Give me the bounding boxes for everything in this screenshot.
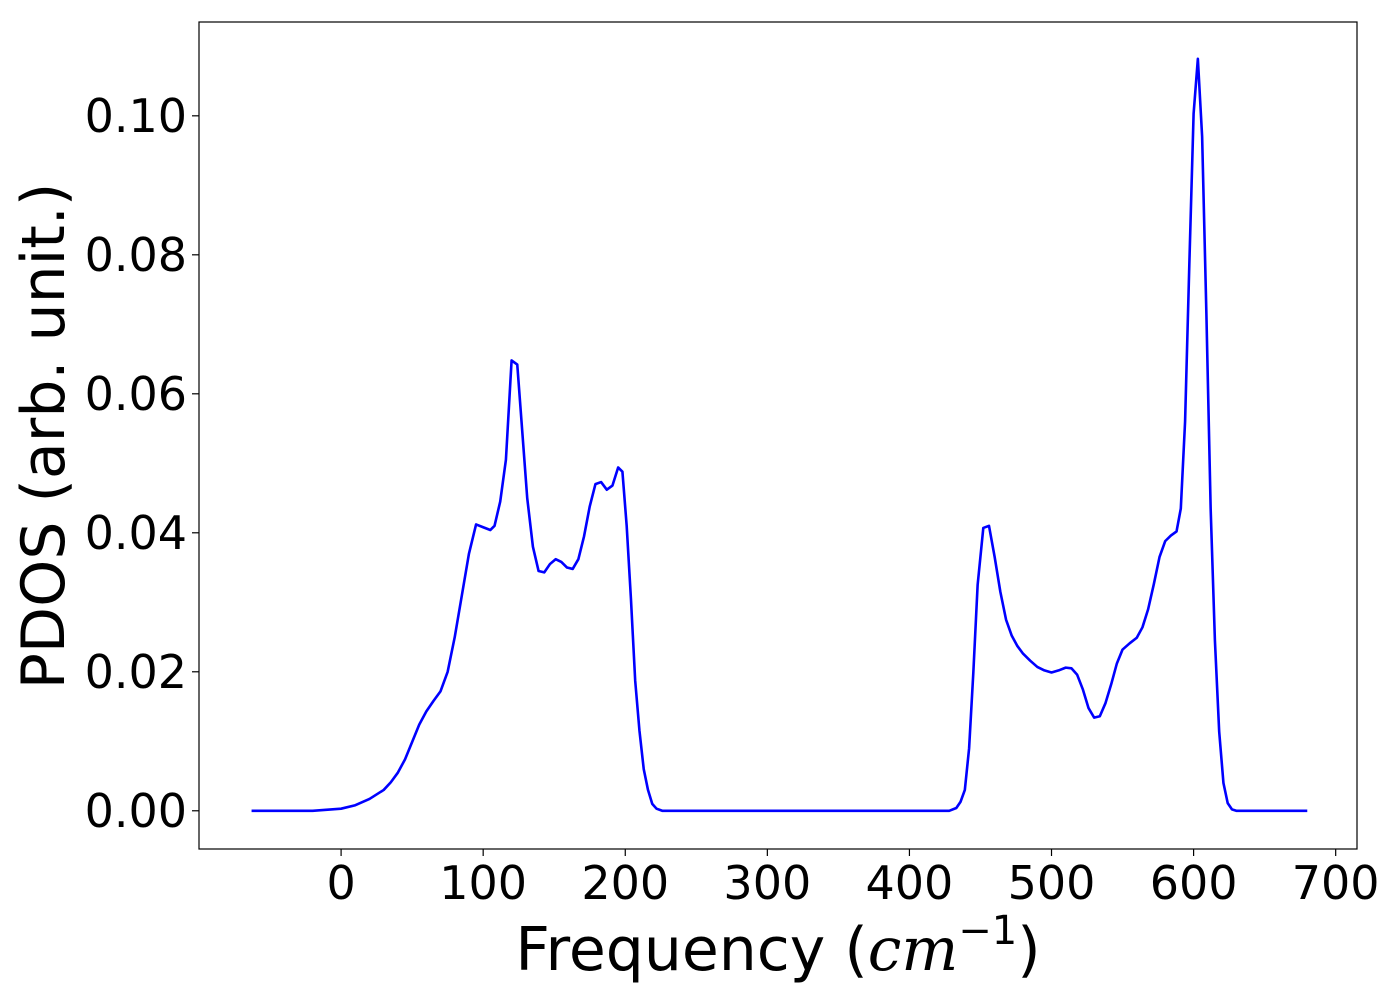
y-tick-label: 0.04 xyxy=(85,506,187,560)
x-tick-label: 700 xyxy=(1292,856,1380,910)
x-ticks: 0 100 200 300 400 500 600 700 xyxy=(326,849,1380,910)
y-tick-label: 0.02 xyxy=(85,645,187,699)
x-axis-label-exponent: −1 xyxy=(958,908,1017,954)
x-axis-label-math: cm xyxy=(868,915,959,985)
x-tick-label: 500 xyxy=(1008,856,1096,910)
series-layer xyxy=(251,57,1308,813)
plot-frame xyxy=(198,21,1358,850)
x-tick-label: 400 xyxy=(866,856,954,910)
x-tick-label: 0 xyxy=(326,856,355,910)
x-axis-label-close: ) xyxy=(1017,915,1040,985)
y-tick-label: 0.08 xyxy=(85,228,187,282)
y-tick-label: 0.06 xyxy=(85,367,187,421)
y-axis-label: PDOS (arb. unit.) xyxy=(9,183,79,690)
x-tick-label: 100 xyxy=(439,856,527,910)
x-axis-label: Frequency (cm−1) xyxy=(515,908,1040,985)
y-ticks: 0.00 0.02 0.04 0.06 0.08 0.10 xyxy=(85,89,199,838)
series-line-0 xyxy=(251,57,1308,813)
x-tick-label: 300 xyxy=(723,856,811,910)
x-tick-label: 200 xyxy=(581,856,669,910)
x-tick-label: 600 xyxy=(1150,856,1238,910)
x-axis-label-main: Frequency ( xyxy=(515,915,867,985)
y-tick-label: 0.00 xyxy=(85,784,187,838)
y-tick-label: 0.10 xyxy=(85,89,187,143)
